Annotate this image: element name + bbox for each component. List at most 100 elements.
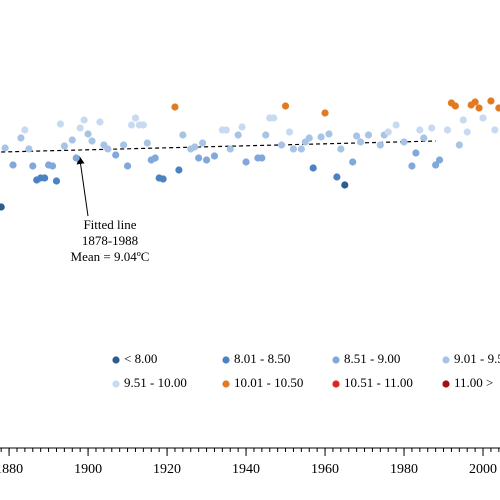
annotation: Mean = 9.04ºC [71, 249, 150, 264]
point [234, 131, 242, 139]
point [80, 116, 88, 124]
point [349, 158, 357, 166]
point [143, 139, 151, 147]
point [0, 203, 5, 211]
point [416, 126, 424, 134]
point [29, 162, 37, 170]
point [285, 128, 294, 136]
point [412, 149, 420, 157]
point [120, 141, 128, 149]
x-tick-label: 2000 [469, 462, 497, 477]
point [123, 162, 132, 170]
point [9, 161, 17, 169]
legend-label: 11.00 > [454, 375, 493, 390]
point [270, 114, 278, 122]
point [96, 118, 104, 126]
point [262, 131, 270, 139]
point [25, 145, 33, 153]
point [305, 134, 313, 142]
point [297, 145, 305, 153]
point [199, 139, 207, 147]
point [131, 114, 140, 122]
point [242, 158, 250, 166]
point [195, 154, 203, 162]
x-tick-label: 1960 [311, 462, 339, 477]
point [435, 156, 444, 164]
point [364, 131, 373, 139]
point [88, 137, 96, 145]
point [48, 162, 57, 170]
point [159, 175, 167, 183]
point [376, 141, 384, 149]
point [68, 136, 76, 144]
x-tick-label: 1920 [153, 462, 181, 477]
point [238, 123, 246, 131]
point [337, 145, 345, 153]
point [41, 174, 49, 182]
point [1, 144, 9, 152]
point [341, 181, 349, 189]
point [459, 116, 467, 124]
legend-label: 10.51 - 11.00 [344, 375, 413, 390]
point [56, 120, 65, 128]
legend-label: 9.01 - 9.50 [454, 351, 500, 366]
point [463, 128, 471, 136]
point [277, 141, 286, 149]
point [104, 145, 112, 153]
point [191, 143, 199, 151]
legend-label: 10.01 - 10.50 [234, 375, 303, 390]
point [151, 154, 159, 162]
point [171, 103, 179, 111]
point [210, 152, 219, 160]
point [84, 130, 92, 138]
point [471, 98, 479, 106]
point [428, 124, 436, 132]
fitted-line [1, 140, 436, 153]
point [317, 133, 325, 141]
point [420, 134, 428, 142]
point [52, 177, 61, 185]
point [325, 130, 333, 138]
point [202, 156, 211, 164]
point [400, 138, 408, 146]
legend-marker [332, 356, 340, 364]
x-tick-label: 1880 [0, 462, 23, 477]
point [309, 164, 317, 172]
legend-marker [112, 356, 120, 364]
point [127, 121, 136, 129]
point [112, 151, 120, 159]
legend-marker [442, 356, 450, 364]
point [487, 97, 495, 105]
point [76, 124, 84, 132]
point [258, 154, 266, 162]
point [17, 134, 25, 142]
point [384, 128, 392, 136]
x-tick-label: 1940 [232, 462, 260, 477]
point [356, 138, 365, 146]
x-tick-label: 1980 [390, 462, 418, 477]
point [443, 126, 452, 134]
point [491, 126, 499, 134]
point [432, 161, 440, 169]
point [495, 104, 500, 112]
legend-marker [332, 380, 340, 388]
annotation: Fitted line [83, 217, 136, 232]
legend-marker [442, 380, 450, 388]
point [408, 162, 416, 170]
point [281, 102, 290, 110]
annotation-arrow [76, 156, 89, 217]
point [72, 154, 80, 162]
point [455, 141, 463, 149]
point [392, 121, 400, 129]
point [353, 132, 361, 140]
legend-label: 9.51 - 10.00 [124, 375, 187, 390]
point [226, 145, 234, 153]
point [475, 104, 483, 112]
legend-label: < 8.00 [124, 351, 157, 366]
point [139, 121, 147, 129]
point [21, 126, 29, 134]
point [179, 131, 187, 139]
point [222, 126, 230, 134]
point [175, 166, 183, 174]
